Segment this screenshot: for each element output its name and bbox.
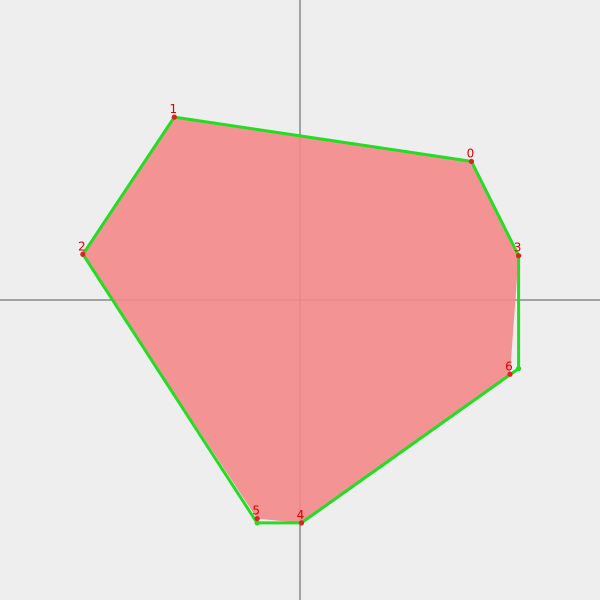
- vertex-label-3: 3: [514, 241, 522, 255]
- vertex-dot-4: [298, 520, 305, 526]
- vertex-dot-1: [171, 114, 177, 120]
- vertex-label-2: 2: [78, 239, 86, 253]
- hull-vertex-dot-3: [254, 520, 260, 526]
- vertex-dot-3: [515, 253, 522, 259]
- vertex-dot-2: [80, 251, 86, 257]
- polygon-fill: [82, 117, 519, 523]
- vertex-layer: [80, 114, 522, 526]
- convex-hull-outline: [81, 115, 521, 525]
- vertex-label-6: 6: [505, 359, 513, 373]
- vertex-dot-6: [507, 371, 513, 377]
- vertex-label-0: 0: [467, 146, 475, 160]
- vertex-label-4: 4: [297, 508, 305, 522]
- vertex-dot-5: [254, 515, 260, 522]
- vertex-dot-0: [468, 158, 475, 165]
- vertex-label-5: 5: [252, 504, 260, 518]
- vertex-label-layer: 0 1 2 3 4 5 6: [78, 102, 521, 522]
- hull-vertex-dot-5: [515, 365, 522, 372]
- vertex-label-1: 1: [169, 102, 177, 116]
